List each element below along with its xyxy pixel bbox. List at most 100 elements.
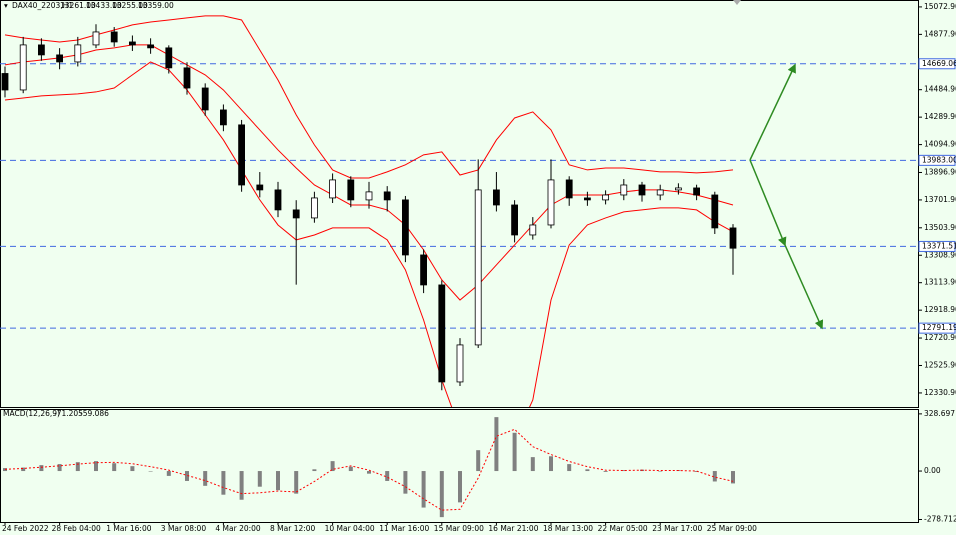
x-tick-label: 28 Feb 04:00 — [52, 524, 101, 533]
x-tick-label: 3 Mar 08:00 — [161, 524, 207, 533]
x-tick-label: 25 Mar 09:00 — [707, 524, 757, 533]
x-tick-label: 22 Mar 05:00 — [598, 524, 648, 533]
level-label: 13371.51 — [922, 241, 956, 250]
candle-body — [383, 191, 391, 201]
x-tick-label: 10 Mar 04:00 — [325, 524, 375, 533]
candle-body — [711, 194, 719, 229]
level-label: 14669.06 — [922, 59, 956, 68]
macd-bar — [166, 471, 171, 476]
candle-body — [238, 124, 246, 186]
ohlc-close: 13359.00 — [138, 1, 174, 10]
y-tick-label: 14289.90 — [924, 112, 956, 121]
candle-body — [347, 179, 355, 201]
chart-title: DAX40_2203,H1 — [12, 1, 73, 10]
y-tick-label: 328.697 — [924, 409, 955, 418]
x-tick-label: 18 Mar 13:00 — [543, 524, 593, 533]
x-tick-label: 24 Feb 2022 — [2, 524, 49, 533]
macd-bar — [221, 471, 226, 495]
x-tick-label: 11 Mar 16:00 — [379, 524, 429, 533]
y-tick-label: 0.00 — [924, 466, 941, 475]
candle-body — [201, 87, 209, 111]
candle-body — [638, 184, 646, 196]
candle-body — [565, 179, 573, 199]
candle-body — [128, 41, 136, 46]
macd-bar — [512, 432, 517, 472]
candle-body — [401, 199, 409, 256]
y-tick-label: 15072.90 — [924, 2, 956, 11]
macd-value: -71.205 — [54, 409, 83, 418]
macd-panel-frame — [0, 409, 919, 523]
macd-bar — [39, 465, 44, 472]
y-tick-label: 13701.90 — [924, 195, 956, 204]
candle-body — [56, 54, 63, 63]
y-tick-label: 12918.90 — [924, 305, 956, 314]
macd-bar — [567, 464, 572, 472]
macd-bar — [458, 471, 462, 503]
candle-body — [529, 224, 537, 236]
signal-value: -59.086 — [80, 409, 109, 418]
candle-body — [110, 31, 118, 43]
lower-line — [4, 61, 734, 407]
macd-bar — [148, 471, 153, 472]
x-tick-label: 1 Mar 16:00 — [106, 524, 152, 533]
candle-body — [511, 204, 519, 236]
y-tick-label: 14484.90 — [924, 85, 956, 94]
price-plot — [0, 15, 918, 407]
candle-body — [693, 187, 700, 196]
macd-bar — [421, 471, 426, 508]
candle-body — [456, 344, 464, 383]
level-label: 12791.19 — [922, 323, 956, 332]
arrow-down-2 — [784, 244, 824, 330]
shift-marker — [733, 0, 741, 5]
y-tick-label: 12525.90 — [924, 360, 956, 369]
candle-body — [219, 109, 227, 126]
macd-bar — [57, 464, 62, 472]
y-tick-label: -278.712 — [924, 515, 956, 524]
candle-body — [329, 179, 337, 199]
y-tick-label: 14094.90 — [924, 140, 956, 149]
macd-bar — [185, 471, 189, 481]
candle-body — [310, 197, 318, 219]
x-tick-label: 15 Mar 09:00 — [434, 524, 484, 533]
macd-bar — [439, 471, 444, 518]
candle-body — [365, 191, 373, 201]
macd-bar — [658, 471, 663, 472]
macd-bar — [585, 469, 590, 472]
macd-bar — [257, 471, 262, 487]
level-label-box — [918, 58, 956, 70]
y-tick-label: 12720.90 — [924, 333, 956, 342]
candle-body — [675, 187, 682, 191]
x-tick-label: 8 Mar 12:00 — [270, 524, 316, 533]
macd-bar — [21, 467, 26, 472]
candle-body — [420, 254, 428, 286]
y-tick-label: 13503.90 — [924, 223, 956, 232]
macd-bar — [530, 457, 535, 472]
arrow-up — [749, 63, 796, 161]
candle-body — [292, 209, 300, 219]
signal-line — [4, 428, 734, 511]
candle-body — [1, 73, 9, 91]
y-tick-label: 12330.90 — [924, 388, 956, 397]
candle-body — [729, 227, 737, 249]
macd-bar — [112, 463, 117, 472]
macd-bar — [549, 456, 553, 472]
arrow-down — [749, 159, 787, 247]
y-tick-label: 13113.90 — [924, 278, 956, 287]
macd-bar — [75, 462, 80, 472]
macd-bar — [731, 471, 735, 484]
macd-bar — [3, 468, 7, 472]
macd-bar — [276, 471, 280, 491]
candle-body — [474, 189, 482, 346]
level-label-box — [918, 322, 956, 334]
macd-bar — [330, 461, 335, 472]
macd-bar — [94, 461, 98, 472]
upper-line — [4, 15, 734, 179]
candle-body — [602, 194, 609, 201]
level-label: 13983.00 — [922, 155, 956, 164]
forecast-arrows — [749, 63, 824, 330]
ohlc-high: 13433.00 — [86, 1, 122, 10]
candle-body — [19, 44, 27, 91]
ohlc-open: 13261.00 — [60, 1, 96, 10]
